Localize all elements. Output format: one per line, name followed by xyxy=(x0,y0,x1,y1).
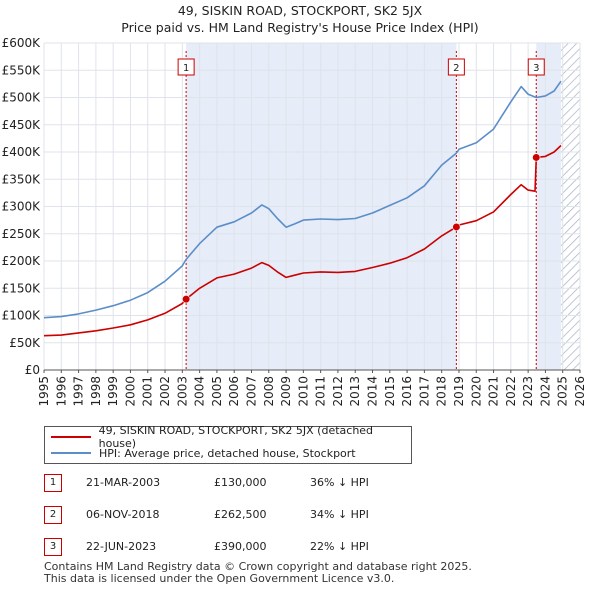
x-tick-label: 2012 xyxy=(331,376,345,407)
sale-date: 06-NOV-2018 xyxy=(86,508,160,521)
x-tick-label: 2013 xyxy=(348,376,362,407)
sale-hpi-diff: 34% ↓ HPI xyxy=(310,508,369,521)
x-tick-label: 2007 xyxy=(244,376,258,407)
legend: 49, SISKIN ROAD, STOCKPORT, SK2 5JX (det… xyxy=(44,424,412,464)
y-tick-label: £200K xyxy=(2,254,42,268)
x-tick-label: 1996 xyxy=(54,376,68,407)
sale-marker-number: 1 xyxy=(183,63,189,74)
x-tick-label: 2000 xyxy=(123,376,137,407)
legend-swatch-hpi xyxy=(51,452,91,454)
x-tick-label: 2020 xyxy=(469,376,483,407)
x-tick-label: 2005 xyxy=(210,376,224,407)
x-tick-label: 2025 xyxy=(556,376,570,407)
legend-label-hpi: HPI: Average price, detached house, Stoc… xyxy=(99,446,356,460)
y-tick-label: £100K xyxy=(2,309,42,323)
sale-badge: 3 xyxy=(44,538,62,556)
x-tick-label: 1995 xyxy=(37,376,51,407)
chart-title-line1: 49, SISKIN ROAD, STOCKPORT, SK2 5JX xyxy=(177,3,423,18)
y-tick-label: £400K xyxy=(2,145,42,159)
y-tick-label: £250K xyxy=(2,227,42,241)
sale-row: 3 22-JUN-2023 £390,000 22% ↓ HPI xyxy=(44,538,564,558)
y-tick-label: £600K xyxy=(2,36,42,50)
legend-swatch-property xyxy=(51,436,91,438)
property-price-line xyxy=(43,144,562,337)
x-tick-label: 2018 xyxy=(435,376,449,407)
y-tick-label: £500K xyxy=(2,91,42,105)
footer-line2: This data is licensed under the Open Gov… xyxy=(44,572,395,585)
chart-title-line2: Price paid vs. HM Land Registry's House … xyxy=(121,20,479,35)
x-tick-label: 2024 xyxy=(538,376,552,407)
y-tick-label: £550K xyxy=(2,63,42,77)
x-tick-label: 1998 xyxy=(89,376,103,407)
sale-point xyxy=(182,295,191,304)
sale-marker-badge xyxy=(527,58,545,76)
x-tick-label: 2023 xyxy=(521,376,535,407)
x-tick-label: 2006 xyxy=(227,376,241,407)
footer-line1: Contains HM Land Registry data © Crown c… xyxy=(44,560,472,573)
x-tick-label: 2011 xyxy=(314,376,328,407)
x-tick-label: 2019 xyxy=(452,376,466,407)
x-tick-label: 2014 xyxy=(366,376,380,407)
sale-date: 22-JUN-2023 xyxy=(86,540,157,553)
sale-marker-number: 3 xyxy=(533,63,539,74)
x-tick-label: 2026 xyxy=(573,376,587,407)
x-tick-label: 2002 xyxy=(158,376,172,407)
x-tick-label: 2016 xyxy=(400,376,414,407)
sale-price: £262,500 xyxy=(214,508,267,521)
sale-price: £390,000 xyxy=(214,540,267,553)
y-tick-label: £50K xyxy=(9,336,41,350)
sale-marker-badge xyxy=(177,58,195,76)
x-tick-label: 1997 xyxy=(72,376,86,407)
sale-hpi-diff: 22% ↓ HPI xyxy=(310,540,369,553)
y-tick-label: £150K xyxy=(2,281,42,295)
footer: Contains HM Land Registry data © Crown c… xyxy=(44,561,472,585)
sale-badge: 1 xyxy=(44,474,62,492)
sale-badge: 2 xyxy=(44,506,62,524)
y-tick-label: £0 xyxy=(25,363,40,377)
sale-row: 2 06-NOV-2018 £262,500 34% ↓ HPI xyxy=(44,506,564,526)
legend-item-hpi: HPI: Average price, detached house, Stoc… xyxy=(51,445,356,461)
price-chart: £0 £50K £100K £150K £200K £250K £300K £350K £400… xyxy=(2,36,587,407)
x-tick-label: 2010 xyxy=(296,376,310,407)
x-tick-label: 2009 xyxy=(279,376,293,407)
legend-label-property: 49, SISKIN ROAD, STOCKPORT, SK2 5JX (det… xyxy=(98,424,374,450)
sale-point xyxy=(452,222,461,232)
x-tick-label: 2001 xyxy=(141,376,155,407)
x-tick-label: 2003 xyxy=(175,376,189,407)
hpi-line xyxy=(43,80,562,319)
x-tick-label: 2017 xyxy=(417,376,431,407)
sale-marker-number: 2 xyxy=(453,63,459,74)
sale-point xyxy=(532,153,541,162)
x-tick-label: 2008 xyxy=(262,376,276,407)
sale-row: 1 21-MAR-2003 £130,000 36% ↓ HPI xyxy=(44,474,564,494)
y-tick-label: £450K xyxy=(2,118,42,132)
legend-item-property: 49, SISKIN ROAD, STOCKPORT, SK2 5JX (det… xyxy=(51,424,411,450)
x-tick-label: 2021 xyxy=(487,376,501,407)
x-tick-label: 2015 xyxy=(383,376,397,407)
y-tick-label: £300K xyxy=(2,200,42,214)
sale-date: 21-MAR-2003 xyxy=(86,476,161,489)
x-tick-label: 2022 xyxy=(504,376,518,407)
x-tick-label: 1999 xyxy=(106,376,120,407)
sale-marker-badge xyxy=(447,58,465,76)
y-tick-label: £350K xyxy=(2,172,42,186)
sale-price: £130,000 xyxy=(214,476,267,489)
sale-hpi-diff: 36% ↓ HPI xyxy=(310,476,369,489)
x-tick-label: 2004 xyxy=(193,376,207,407)
